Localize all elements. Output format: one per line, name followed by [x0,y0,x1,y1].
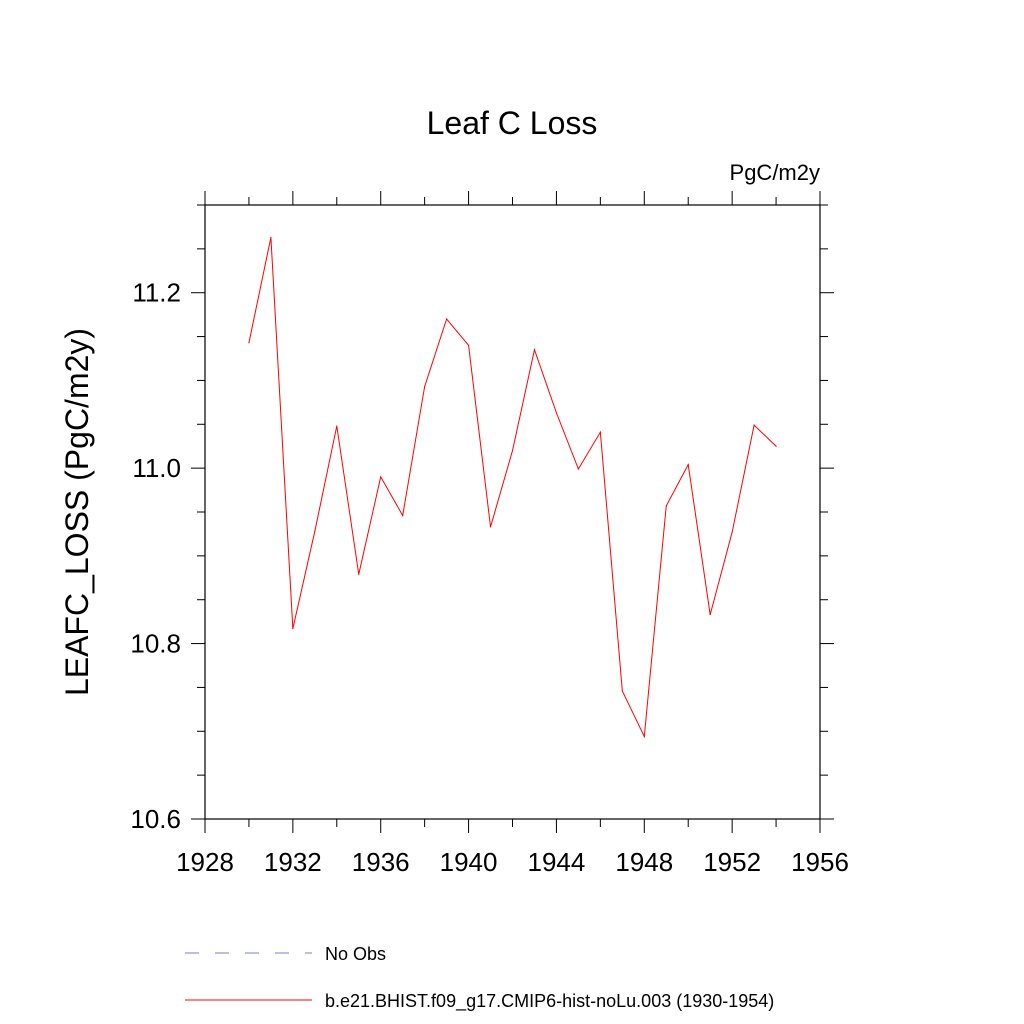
x-tick-label: 1944 [528,847,586,877]
x-tick-label: 1940 [440,847,498,877]
y-tick-label: 11.0 [132,453,181,483]
data-point [555,412,558,414]
data-point [446,318,448,320]
data-point [599,431,601,433]
data-point [467,344,470,346]
legend-label: b.e21.BHIST.f09_g17.CMIP6-hist-noLu.003 … [325,991,774,1012]
data-point [358,573,360,575]
x-tick-label: 1936 [352,847,410,877]
data-point [643,735,645,738]
y-tick-label: 10.8 [130,629,181,659]
data-point [775,445,777,447]
data-point [424,385,426,388]
x-tick-label: 1956 [791,847,849,877]
x-tick-label: 1952 [703,847,761,877]
data-point [533,349,536,351]
data-point [292,628,294,630]
x-tick-label: 1932 [264,847,322,877]
data-point [731,531,733,533]
x-tick-label: 1928 [176,847,234,877]
series-line [248,237,777,739]
y-tick-label: 10.6 [130,804,181,834]
data-point [248,342,250,344]
plot-frame [204,204,821,820]
x-tick-label: 1948 [615,847,673,877]
data-point [511,450,514,452]
data-point [709,614,711,616]
units-label: PgC/m2y [730,160,820,185]
data-point [380,476,382,478]
data-point [687,464,689,466]
chart-title: Leaf C Loss [427,105,598,141]
data-point [577,468,579,470]
legend: No Obs b.e21.BHIST.f09_g17.CMIP6-hist-noL… [185,944,774,1012]
axis-ticks: 1928 1932 1936 1940 1944 1948 1952 1956 10.6 10.8… [130,191,849,877]
legend-label: No Obs [325,944,386,964]
data-point [402,514,404,517]
y-tick-label: 11.2 [132,278,181,308]
series-layer [248,236,777,739]
data-point [336,425,338,427]
data-point [621,690,623,692]
data-point [665,505,667,507]
data-point [270,236,272,239]
data-point [753,424,755,426]
data-point [314,530,316,532]
data-point [489,526,492,528]
y-axis-label: LEAFC_LOSS (PgC/m2y) [59,328,95,696]
